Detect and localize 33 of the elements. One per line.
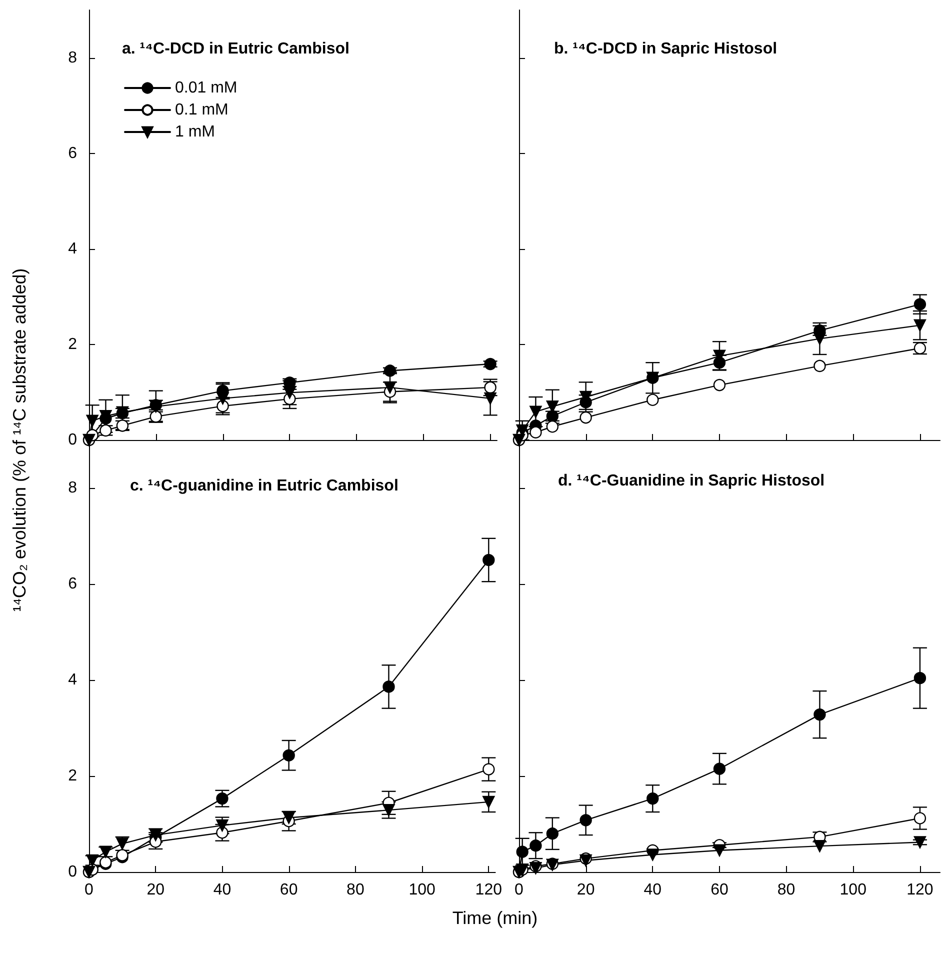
x-tick-label: 80 <box>777 882 796 898</box>
x-tick-label: 40 <box>213 882 232 898</box>
x-tick-label: 60 <box>280 882 298 898</box>
text: d. ¹⁴C-Guanidine in Sapric Histosol <box>558 472 825 490</box>
x-tick-label: 100 <box>408 882 436 898</box>
x-tick-label: 0 <box>84 882 94 898</box>
x-tick-label: 20 <box>576 882 595 898</box>
text: a. ¹⁴C-DCD in Eutric Cambisol <box>122 40 350 58</box>
y-tick-label: 8 <box>68 480 78 496</box>
y-tick-label: 8 <box>68 49 78 66</box>
text: b. ¹⁴C-DCD in Sapric Histosol <box>554 40 778 58</box>
x-tick-label: 100 <box>840 882 867 898</box>
legend-label: 1 mM <box>175 124 215 140</box>
y-tick-label: 4 <box>68 240 78 258</box>
y-axis-title: ¹⁴CO₂ evolution (% of ¹⁴C substrate added) <box>10 268 30 612</box>
y-tick-label: 4 <box>68 672 78 688</box>
legend-label: 0.01 mM <box>175 80 238 96</box>
legend-label: 0.1 mM <box>175 102 228 118</box>
y-tick-label: 6 <box>68 576 78 592</box>
x-tick-label: 120 <box>475 882 502 898</box>
x-axis-title: Time (min) <box>452 908 538 929</box>
x-tick-label: 0 <box>514 882 524 898</box>
y-tick-label: 2 <box>68 336 78 353</box>
y-tick-label: 2 <box>68 768 78 784</box>
text: c. ¹⁴C-guanidine in Eutric Cambisol <box>130 478 398 494</box>
x-tick-label: 20 <box>146 882 165 898</box>
x-tick-label: 60 <box>710 882 728 898</box>
y-tick-label: 0 <box>68 864 78 880</box>
y-tick-label: 6 <box>68 144 78 162</box>
x-tick-label: 40 <box>644 882 662 898</box>
y-tick-label: 0 <box>68 432 78 448</box>
x-tick-label: 120 <box>906 882 934 898</box>
x-tick-label: 80 <box>346 882 364 898</box>
